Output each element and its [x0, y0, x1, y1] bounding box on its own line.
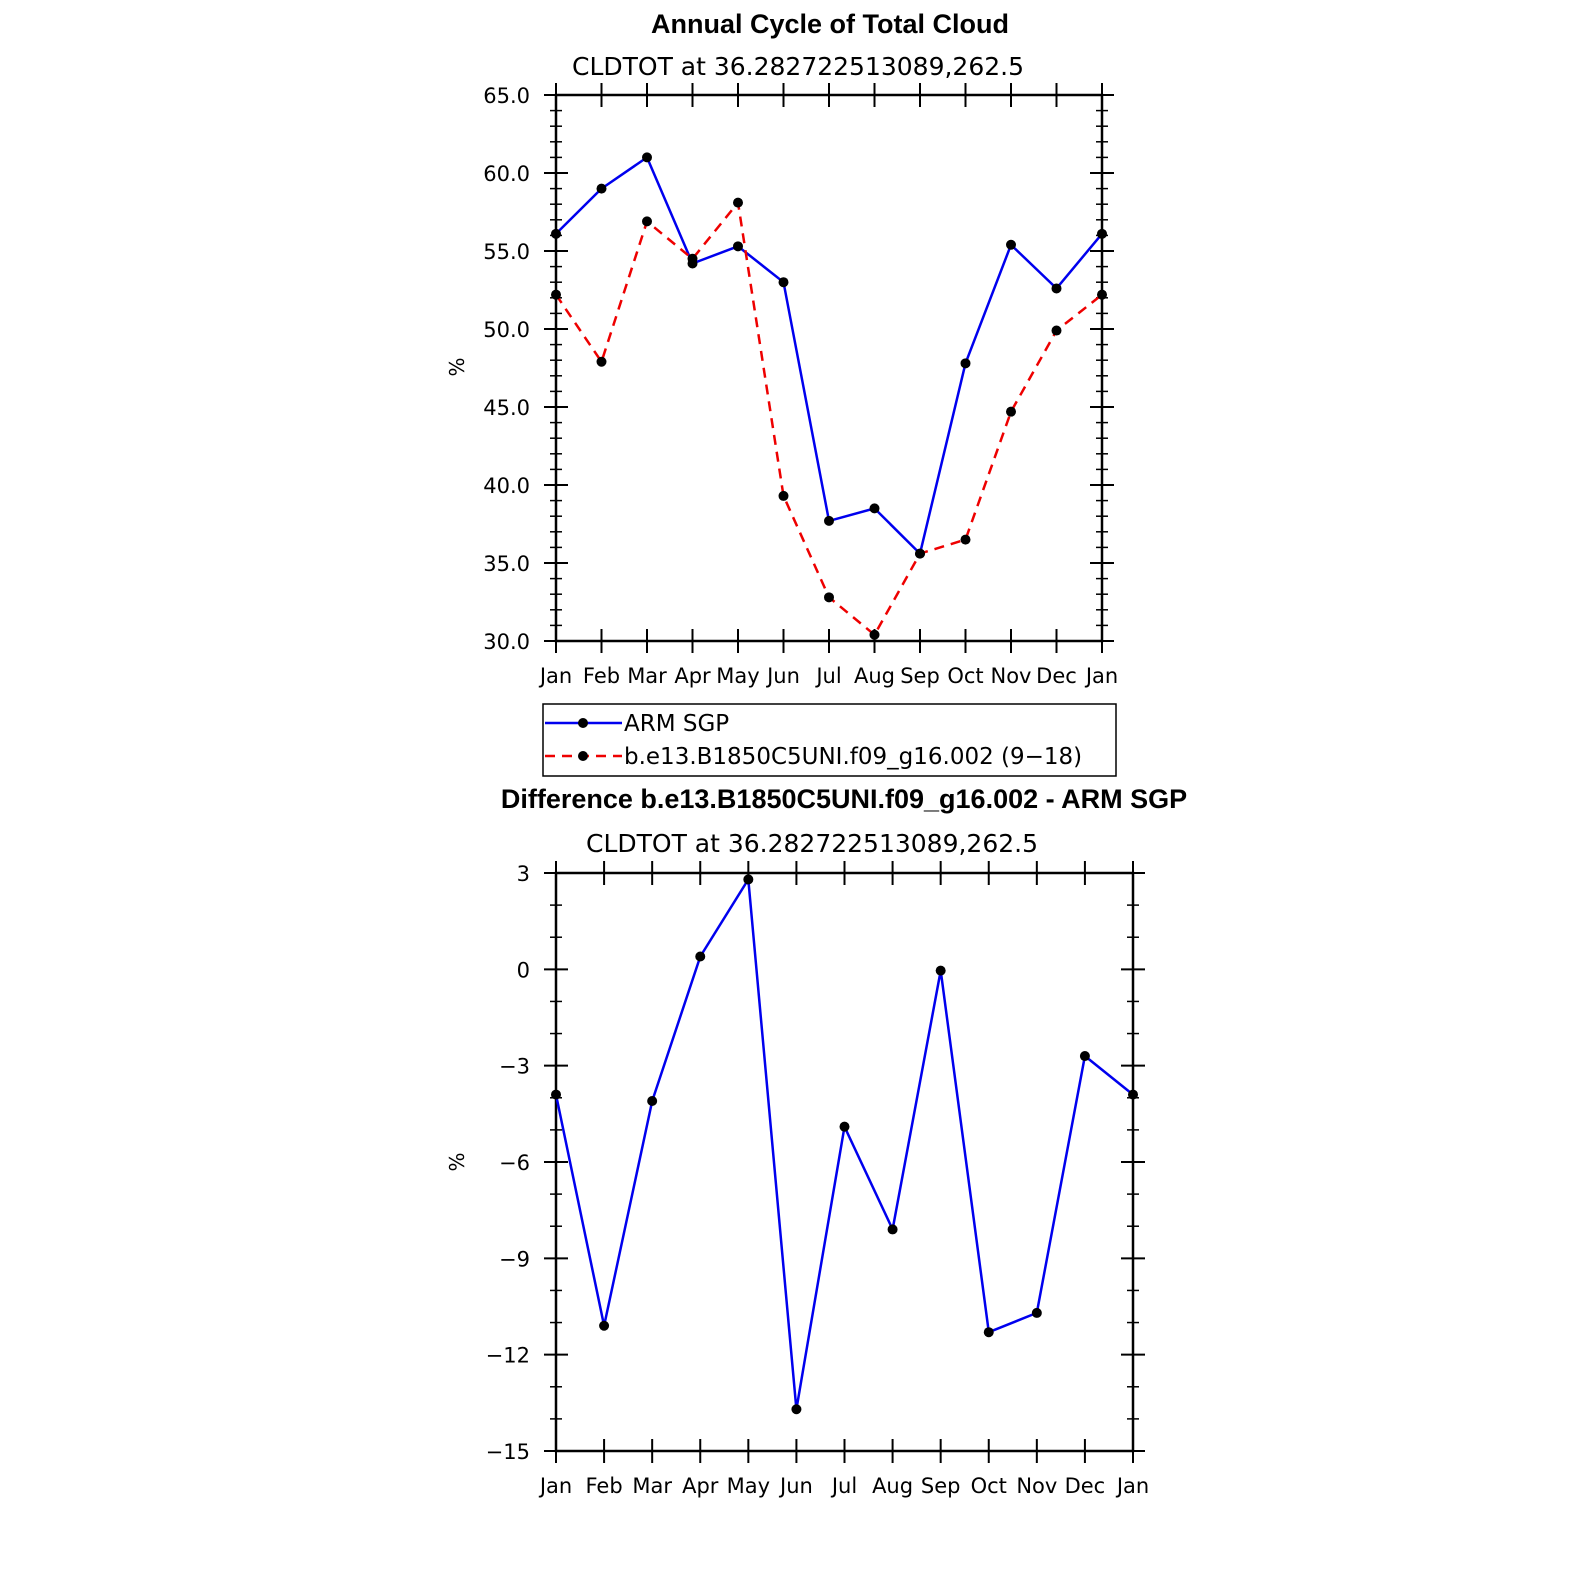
- top-xtick-label: Oct: [947, 664, 983, 688]
- top-series-1-point: [869, 629, 880, 640]
- legend-label-arm-sgp: ARM SGP: [624, 711, 729, 737]
- bottom-series-0-point: [1128, 1089, 1138, 1100]
- top-ytick-label: 55.0: [483, 240, 530, 264]
- top-xtick-label: May: [716, 664, 759, 688]
- top-series-1-point: [824, 592, 834, 603]
- top-series-0-point: [869, 503, 880, 514]
- bottom-series-0-point: [887, 1224, 898, 1235]
- bottom-series-0-point: [791, 1404, 802, 1415]
- top-xtick-label: Aug: [854, 664, 895, 688]
- bottom-series-0-point: [1079, 1051, 1090, 1062]
- bottom-series-0-point: [839, 1121, 850, 1132]
- top-series-0-point: [960, 358, 971, 369]
- bottom-xtick-label: Nov: [1016, 1474, 1057, 1498]
- bottom-ytick-label: 0: [517, 958, 530, 982]
- bottom-xtick-label: May: [727, 1474, 770, 1498]
- bottom-chart-ylabel: %: [445, 1152, 469, 1171]
- bottom-chart-subtitle: CLDTOT at 36.282722513089,262.5: [586, 829, 1038, 858]
- top-series-0-point: [551, 228, 561, 239]
- top-series-0-point: [642, 152, 652, 163]
- bottom-ytick-label: −3: [499, 1055, 530, 1079]
- bottom-ytick-label: −9: [499, 1247, 530, 1271]
- bottom-series-0-point: [983, 1327, 994, 1338]
- bottom-series-0-point: [599, 1320, 610, 1331]
- top-series-line-0: [555, 156, 1103, 555]
- bottom-series-0-point: [695, 951, 706, 962]
- top-ytick-label: 45.0: [483, 396, 530, 420]
- bottom-xtick-label: Sep: [921, 1474, 961, 1498]
- top-xtick-label: Dec: [1036, 664, 1077, 688]
- bottom-xtick-label: Feb: [585, 1474, 622, 1498]
- top-ytick-label: 35.0: [483, 552, 530, 576]
- top-series-0-point: [1051, 283, 1062, 294]
- bottom-series-0-point: [935, 965, 946, 976]
- top-series-1-point: [778, 490, 789, 501]
- top-chart-subtitle: CLDTOT at 36.282722513089,262.5: [572, 52, 1024, 81]
- top-plot-frame: [554, 93, 1104, 643]
- top-xtick-label: Jul: [814, 664, 841, 688]
- bottom-chart-title: Difference b.e13.B1850C5UNI.f09_g16.002 …: [501, 784, 1187, 814]
- top-ytick-label: 50.0: [483, 318, 530, 342]
- bottom-series-line-0: [554, 878, 1134, 1411]
- bottom-xtick-label: Aug: [872, 1474, 913, 1498]
- top-ytick-label: 65.0: [483, 84, 530, 108]
- bottom-xtick-label: Jul: [830, 1474, 857, 1498]
- bottom-ytick-label: 3: [517, 862, 530, 886]
- top-series-0-point: [778, 277, 789, 288]
- top-xtick-label: Jan: [1084, 664, 1118, 688]
- top-series-1-point: [915, 548, 925, 559]
- bottom-plot-frame: [554, 871, 1135, 1453]
- top-series-0-point: [596, 183, 607, 194]
- bottom-series-0-point: [1031, 1307, 1042, 1318]
- legend-box: [542, 703, 1117, 777]
- top-series-1-point: [733, 197, 743, 208]
- bottom-series-0-point: [743, 874, 754, 885]
- top-series-1-point: [1051, 325, 1062, 336]
- top-series-1-point: [687, 253, 698, 264]
- legend-marker-arm-sgp: [578, 718, 588, 728]
- top-series-1-point: [642, 216, 652, 227]
- top-xtick-label: Jun: [765, 664, 800, 688]
- bottom-ytick-label: −12: [486, 1344, 530, 1368]
- top-series-0-point: [733, 241, 743, 252]
- top-series-1-point: [551, 289, 561, 300]
- bottom-ytick-label: −6: [499, 1151, 530, 1175]
- top-series-1-point: [1097, 289, 1107, 300]
- top-series-line-1: [554, 201, 1103, 637]
- top-ytick-label: 60.0: [483, 162, 530, 186]
- bottom-series-0-point: [551, 1089, 561, 1100]
- top-xtick-label: Mar: [627, 664, 667, 688]
- top-xtick-label: Jan: [538, 664, 572, 688]
- top-chart-panel: 30.0 35.0 40.0 45.0 50.0 55.0 60.0 65.0 Jan Feb Ma…: [483, 83, 1118, 688]
- top-ytick-label: 30.0: [483, 630, 530, 654]
- top-xtick-label: Nov: [991, 664, 1032, 688]
- top-xtick-label: Apr: [674, 664, 711, 688]
- bottom-ytick-label: −15: [486, 1440, 530, 1464]
- bottom-xtick-label: Mar: [632, 1474, 672, 1498]
- top-series-1-point: [596, 356, 607, 367]
- bottom-chart-panel: −15 −12 −9 −6 −3 0 3 Jan Feb Mar Apr May Jun Jul Aug Se…: [486, 861, 1149, 1498]
- legend-marker-model: [578, 751, 588, 761]
- top-series-1-point: [1006, 406, 1016, 417]
- top-xtick-label: Sep: [900, 664, 940, 688]
- top-series-0-point: [1097, 228, 1107, 239]
- legend-label-model: b.e13.B1850C5UNI.f09_g16.002 (9−18): [624, 744, 1082, 770]
- top-ytick-label: 40.0: [483, 474, 530, 498]
- top-series-1-point: [960, 534, 971, 545]
- top-series-0-point: [1006, 239, 1016, 250]
- bottom-series-0-point: [647, 1095, 658, 1106]
- top-xtick-label: Feb: [583, 664, 620, 688]
- bottom-xtick-label: Oct: [971, 1474, 1007, 1498]
- top-chart-title: Annual Cycle of Total Cloud: [651, 9, 1009, 39]
- bottom-xtick-label: Dec: [1065, 1474, 1106, 1498]
- top-chart-ylabel: %: [445, 357, 469, 376]
- bottom-xtick-label: Jan: [538, 1474, 572, 1498]
- bottom-xtick-label: Jun: [778, 1474, 813, 1498]
- bottom-xtick-label: Jan: [1115, 1474, 1149, 1498]
- bottom-xtick-label: Apr: [682, 1474, 719, 1498]
- top-series-0-point: [824, 515, 834, 526]
